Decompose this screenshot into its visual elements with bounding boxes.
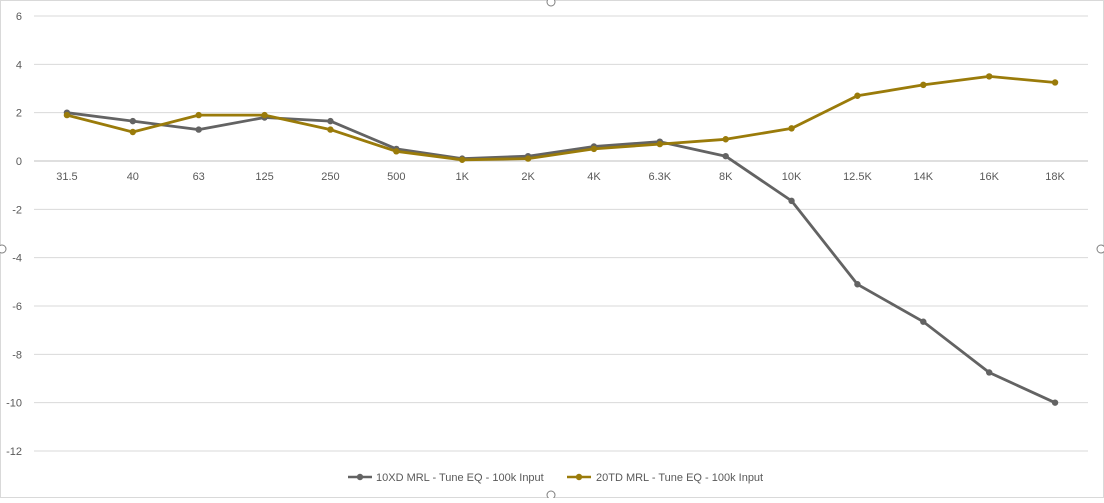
x-tick-label: 18K	[1045, 171, 1065, 183]
data-point-series-2[interactable]	[63, 111, 71, 119]
x-tick-label: 16K	[979, 171, 999, 183]
x-tick-label: 10K	[782, 171, 802, 183]
x-tick-label: 250	[321, 171, 339, 183]
y-tick-label: 2	[16, 108, 22, 120]
data-point-series-1[interactable]	[788, 197, 795, 205]
y-tick-label: -4	[12, 253, 22, 265]
x-tick-label: 125	[255, 171, 273, 183]
x-tick-label: 500	[387, 171, 405, 183]
resize-handle-right-middle[interactable]	[1096, 244, 1104, 254]
data-point-series-2[interactable]	[129, 128, 137, 136]
legend-marker-series-2	[575, 473, 583, 481]
data-point-series-1[interactable]	[920, 318, 927, 325]
legend-marker-series-1	[356, 473, 364, 481]
y-tick-label: 4	[16, 59, 22, 71]
data-point-series-2[interactable]	[458, 156, 466, 163]
data-point-series-2[interactable]	[327, 126, 334, 133]
resize-handle-bottom-middle[interactable]	[546, 490, 556, 500]
y-tick-label: -2	[12, 204, 22, 216]
data-point-series-2[interactable]	[985, 73, 993, 80]
data-point-series-1[interactable]	[129, 117, 137, 125]
data-point-series-2[interactable]	[524, 155, 532, 162]
x-tick-label: 4K	[587, 171, 601, 183]
gridlines	[34, 15, 1088, 452]
y-tick-label: -6	[12, 301, 22, 313]
series-line-1[interactable]	[65, 111, 1057, 405]
data-point-series-1[interactable]	[327, 117, 334, 125]
y-tick-label: -12	[6, 446, 22, 458]
x-tick-label: 14K	[914, 171, 934, 183]
legend-item-series-1[interactable]: 10XD MRL - Tune EQ - 100k Input	[348, 472, 544, 484]
data-point-series-1[interactable]	[722, 152, 729, 160]
y-axis-ticks: 6 4 2 0 -2 -4 -6 -8 -10 -12	[6, 11, 22, 458]
x-tick-label: 31.5	[56, 171, 77, 183]
data-point-series-2[interactable]	[656, 140, 664, 148]
data-point-series-2[interactable]	[261, 111, 268, 119]
data-point-series-2[interactable]	[393, 148, 400, 155]
legend-item-series-2[interactable]: 20TD MRL - Tune EQ - 100k Input	[567, 472, 763, 484]
y-tick-label: -8	[12, 349, 22, 361]
legend-label-series-1: 10XD MRL - Tune EQ - 100k Input	[376, 472, 544, 484]
series-lines	[63, 73, 1059, 406]
data-point-series-1[interactable]	[985, 369, 993, 376]
data-point-series-2[interactable]	[195, 111, 202, 119]
data-point-series-2[interactable]	[1051, 79, 1059, 86]
y-tick-label: -10	[6, 398, 22, 410]
x-tick-label: 40	[127, 171, 139, 183]
data-point-series-1[interactable]	[1051, 399, 1059, 406]
legend: 10XD MRL - Tune EQ - 100k Input 20TD MRL…	[348, 472, 763, 484]
data-point-series-2[interactable]	[722, 136, 729, 143]
y-tick-label: 6	[16, 11, 22, 23]
y-tick-label: 0	[16, 156, 22, 168]
data-point-series-2[interactable]	[788, 125, 795, 132]
data-point-series-1[interactable]	[854, 281, 861, 288]
data-point-series-2[interactable]	[854, 92, 861, 99]
resize-handle-left-middle[interactable]	[0, 244, 7, 254]
series-line-2[interactable]	[65, 75, 1057, 162]
x-tick-label: 6.3K	[648, 171, 671, 183]
data-point-series-2[interactable]	[920, 81, 927, 89]
data-point-series-1[interactable]	[195, 126, 202, 133]
resize-handle-top-middle[interactable]	[546, 0, 556, 7]
x-tick-label: 2K	[521, 171, 535, 183]
x-tick-label: 63	[193, 171, 205, 183]
data-point-series-2[interactable]	[590, 145, 598, 153]
x-tick-label: 8K	[719, 171, 733, 183]
x-axis-ticks: 31.5 40 63 125 250 500 1K 2K 4K 6.3K 8K 10K 12.5K 14K…	[56, 171, 1065, 183]
x-tick-label: 1K	[455, 171, 469, 183]
x-tick-label: 12.5K	[843, 171, 872, 183]
legend-label-series-2: 20TD MRL - Tune EQ - 100k Input	[596, 472, 763, 484]
